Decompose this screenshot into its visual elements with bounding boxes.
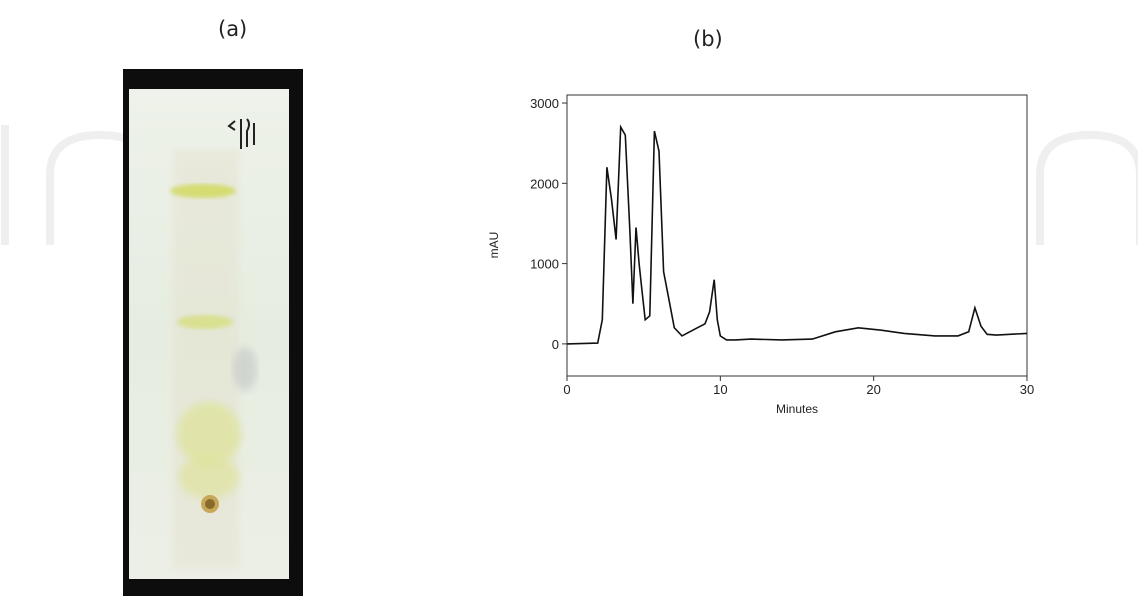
tlc-band-top [170, 184, 236, 198]
tlc-band-lower [177, 402, 241, 466]
x-axis-label: Minutes [776, 402, 818, 416]
x-tick-label: 20 [866, 382, 880, 397]
chromatogram-trace [566, 124, 1028, 345]
x-tick-label: 0 [563, 382, 570, 397]
tlc-band-middle [177, 315, 233, 329]
panel-label-a: (a) [218, 17, 248, 41]
x-tick-label: 30 [1020, 382, 1034, 397]
y-tick-label: 0 [552, 337, 559, 352]
pencil-marks [227, 118, 255, 149]
panel-label-b: (b) [693, 27, 723, 51]
y-tick-label: 3000 [530, 96, 559, 111]
x-tick-label: 10 [713, 382, 727, 397]
tlc-plate-photo [123, 69, 303, 596]
plot-frame [566, 94, 1028, 377]
y-axis-label: mAU [487, 232, 501, 259]
hplc-chromatogram: 0 10 20 30 0 1000 2000 3000 Minutes mAU [487, 94, 1034, 416]
y-tick-label: 2000 [530, 176, 559, 191]
y-tick-label: 1000 [530, 257, 559, 272]
